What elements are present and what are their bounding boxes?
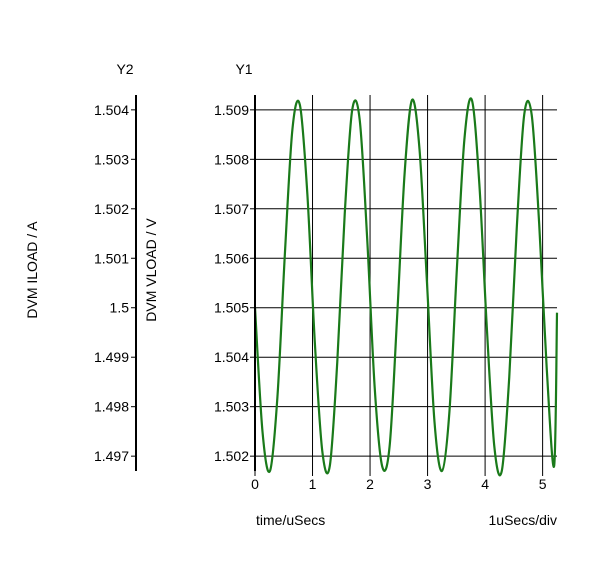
y1-axis-title: Y1 [235, 61, 252, 77]
y2-axis-title: Y2 [116, 61, 133, 77]
x-tick-label: 5 [539, 476, 547, 492]
y1-tick-label: 1.506 [214, 250, 249, 266]
y1-tick-label: 1.509 [214, 102, 249, 118]
y1-tick-label: 1.505 [214, 300, 249, 316]
y2-tick-label: 1.5 [110, 300, 130, 316]
x-scale-label: 1uSecs/div [489, 512, 557, 528]
y2-tick-label: 1.502 [94, 201, 129, 217]
x-tick-label: 2 [366, 476, 374, 492]
y2-tick-label: 1.499 [94, 349, 129, 365]
y2-tick-label: 1.504 [94, 102, 129, 118]
y1-tick-label: 1.508 [214, 151, 249, 167]
y1-tick-label: 1.504 [214, 349, 249, 365]
series-line [253, 97, 559, 477]
y2-tick-label: 1.503 [94, 151, 129, 167]
y2-tick-label: 1.497 [94, 448, 129, 464]
x-axis-label: time/uSecs [256, 512, 325, 528]
axes [135, 95, 256, 471]
y1-tick-label: 1.507 [214, 201, 249, 217]
x-tick-label: 0 [251, 476, 259, 492]
y1-tick-label: 1.503 [214, 399, 249, 415]
y2-tick-label: 1.501 [94, 250, 129, 266]
series-layer [253, 97, 559, 477]
y1-tick-label: 1.502 [214, 448, 249, 464]
tick-labels: 1.5091.5081.5071.5061.5051.5041.5031.502… [94, 102, 547, 492]
labels: Y2 Y1 DVM ILOAD / A DVM VLOAD / V time/u… [24, 61, 557, 528]
y2-tick-label: 1.498 [94, 399, 129, 415]
y2-axis-label: DVM ILOAD / A [24, 221, 40, 319]
x-tick-label: 4 [481, 476, 489, 492]
x-tick-label: 3 [424, 476, 432, 492]
y1-axis-label: DVM VLOAD / V [143, 218, 159, 322]
x-tick-label: 1 [309, 476, 317, 492]
